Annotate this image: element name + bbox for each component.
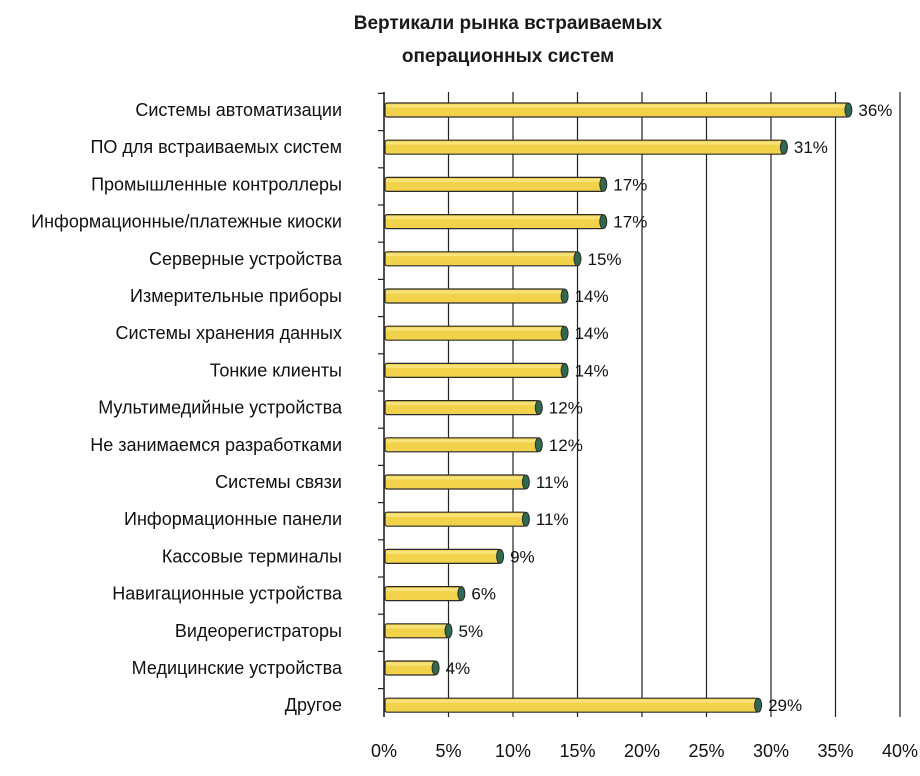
category-label: Не занимаемся разработками <box>90 435 342 455</box>
bar-cap <box>754 697 763 713</box>
bar-cap <box>599 176 608 192</box>
value-label: 17% <box>613 175 647 194</box>
bar-highlight <box>386 327 563 331</box>
bar-highlight <box>386 290 563 294</box>
value-label: 11% <box>536 473 569 492</box>
value-label: 4% <box>446 659 471 678</box>
bar-cap <box>457 586 466 602</box>
category-label: Информационные панели <box>124 509 342 529</box>
bar-highlight <box>386 178 602 182</box>
value-label: 6% <box>471 585 496 604</box>
bars <box>384 102 853 713</box>
bar-highlight <box>386 253 576 257</box>
category-label: Навигационные устройства <box>112 584 343 604</box>
chart-title-line-1: Вертикали рынка встраиваемых <box>354 13 663 34</box>
chart-title-line-2: операционных систем <box>402 46 614 67</box>
value-label: 15% <box>588 250 622 269</box>
bar-cap <box>560 362 569 378</box>
bar-cap <box>779 139 788 155</box>
value-label: 17% <box>613 213 647 232</box>
category-label: Другое <box>285 695 342 715</box>
category-label: Видеорегистраторы <box>175 621 342 641</box>
bar-highlight <box>386 476 524 480</box>
x-tick-label: 40% <box>882 741 918 761</box>
bar-highlight <box>386 141 782 145</box>
category-label: Системы автоматизации <box>135 100 342 120</box>
x-tick-label: 20% <box>624 741 660 761</box>
value-label: 29% <box>768 696 802 715</box>
category-label: ПО для встраиваемых систем <box>90 137 342 157</box>
category-label: Тонкие клиенты <box>210 360 342 380</box>
value-label: 11% <box>536 510 569 529</box>
category-label: Измерительные приборы <box>130 286 342 306</box>
value-label: 14% <box>575 361 609 380</box>
value-label: 36% <box>858 101 892 120</box>
bar-highlight <box>386 550 499 554</box>
bar-cap <box>560 288 569 304</box>
x-tick-label: 5% <box>435 741 461 761</box>
bar-highlight <box>386 699 757 703</box>
bar-highlight <box>386 439 537 443</box>
x-tick-label: 30% <box>753 741 789 761</box>
bar-highlight <box>386 588 460 592</box>
value-label: 14% <box>575 324 609 343</box>
x-axis-ticks: 0% 5% 10% 15% 20% 25% 30% 35% 40% <box>371 741 918 761</box>
x-tick-label: 35% <box>817 741 853 761</box>
value-label: 12% <box>549 399 583 418</box>
value-label: 5% <box>459 622 484 641</box>
bar-highlight <box>386 364 563 368</box>
category-label: Медицинские устройства <box>132 658 343 678</box>
value-label: 12% <box>549 436 583 455</box>
category-label: Мультимедийные устройства <box>98 398 343 418</box>
bar-cap <box>534 437 543 453</box>
bar-cap <box>534 400 543 416</box>
category-label: Информационные/платежные киоски <box>31 212 342 232</box>
value-label: 31% <box>794 138 828 157</box>
bar-cap <box>573 251 582 267</box>
bar-cap <box>496 548 505 564</box>
category-label: Системы хранения данных <box>116 323 342 343</box>
category-label: Системы связи <box>215 472 342 492</box>
value-labels: 36%31%17%17%15%14%14%14%12%12%11%11%9%6%… <box>446 101 893 715</box>
x-tick-label: 15% <box>559 741 595 761</box>
bar-highlight <box>386 513 524 517</box>
bar-cap <box>521 474 530 490</box>
bar-cap <box>560 325 569 341</box>
value-label: 14% <box>575 287 609 306</box>
x-tick-label: 0% <box>371 741 397 761</box>
bar-highlight <box>386 216 602 220</box>
x-tick-label: 10% <box>495 741 531 761</box>
bar-cap <box>844 102 853 118</box>
bar-highlight <box>386 662 434 666</box>
category-labels: Системы автоматизации ПО для встраиваемых… <box>31 100 343 715</box>
grid <box>378 92 901 717</box>
bar-highlight <box>386 402 537 406</box>
bar-cap <box>444 623 453 639</box>
value-label: 9% <box>510 547 535 566</box>
category-label: Серверные устройства <box>149 249 343 269</box>
x-tick-label: 25% <box>688 741 724 761</box>
category-label: Кассовые терминалы <box>162 546 342 566</box>
bar-cap <box>599 214 608 230</box>
bar-cap <box>431 660 440 676</box>
bar-highlight <box>386 104 847 108</box>
category-label: Промышленные контроллеры <box>91 174 342 194</box>
bar-highlight <box>386 625 447 629</box>
bar-cap <box>521 511 530 527</box>
